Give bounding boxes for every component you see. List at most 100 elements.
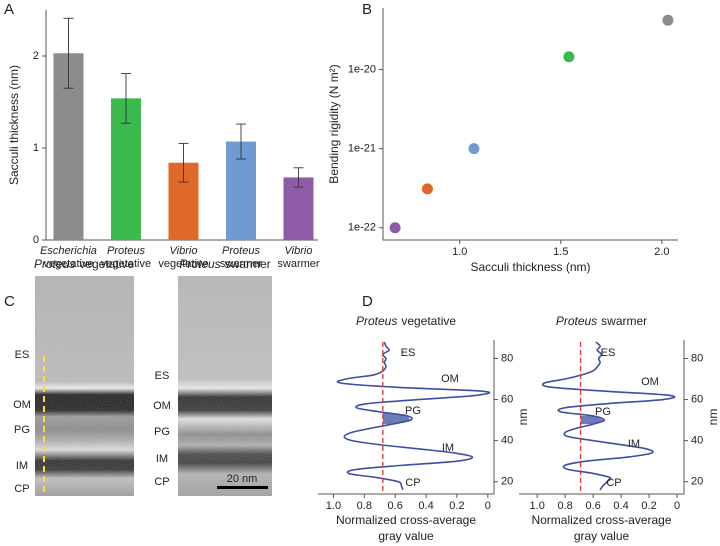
panel-label: A [4, 1, 14, 18]
annotation: OM [441, 373, 459, 385]
x-axis-label: gray value [574, 529, 630, 543]
x-tick-label: 0.4 [418, 500, 433, 512]
x-tick-label: swarmer [220, 258, 263, 270]
chart-title: Proteus vegetative [356, 314, 456, 328]
micrograph-vegetative: Proteus vegetative ES OM PG IM CP [13, 257, 134, 496]
annotation: CP [405, 477, 420, 489]
x-tick-label: 0.8 [357, 500, 372, 512]
bar [283, 177, 314, 240]
layer-label: IM [156, 453, 168, 465]
genus: Proteus [356, 314, 397, 328]
y-axis-label: nm [516, 409, 530, 426]
annotation: PG [405, 405, 421, 417]
x-tick-label: 1.0 [452, 246, 467, 258]
x-tick-label: 0.6 [585, 500, 600, 512]
annotation: IM [442, 442, 454, 454]
layer-label: OM [153, 400, 171, 412]
x-tick-label: 1.0 [326, 500, 341, 512]
x-tick-label: 0.2 [449, 500, 464, 512]
x-tick-label: 0.4 [613, 500, 628, 512]
genus: Proteus [179, 257, 220, 271]
y-tick-label: 1e-22 [348, 222, 376, 234]
genus: Proteus [556, 314, 597, 328]
form: swarmer [225, 257, 271, 271]
x-tick-label: Proteus [107, 245, 145, 257]
x-axis-label: gray value [378, 529, 434, 543]
axis [519, 340, 685, 495]
form: vegetative [401, 314, 456, 328]
y-tick-label: 20 [501, 476, 513, 488]
error-bar [293, 167, 304, 188]
error-bar [63, 17, 74, 89]
error-bar [178, 142, 189, 183]
y-tick-label: 1e-20 [348, 63, 376, 75]
layer-label: CP [154, 476, 169, 488]
y-tick-label: 80 [691, 352, 703, 364]
layer-label: OM [13, 399, 31, 411]
panel-label: B [362, 1, 372, 18]
y-tick-label: 60 [501, 393, 513, 405]
micrograph-swarmer: Proteus swarmer ES OM PG IM CP 20 nm [153, 257, 272, 496]
x-tick-label: 2.0 [654, 246, 669, 258]
point [468, 143, 480, 155]
x-tick-label: vegetative [43, 258, 93, 270]
layer-label: PG [154, 426, 170, 438]
layer-label: PG [14, 424, 30, 436]
x-tick-label: swarmer [277, 258, 320, 270]
annotation: ES [601, 347, 616, 359]
x-tick-label: 0 [674, 500, 680, 512]
layer-label: CP [14, 483, 29, 495]
point [389, 222, 401, 234]
form: swarmer [601, 314, 647, 328]
x-tick-label: Escherichia [40, 245, 97, 257]
annotation: ES [401, 347, 416, 359]
x-tick-label: Proteus [222, 245, 260, 257]
y-axis-label: Bending rigidity (N m²) [327, 64, 341, 183]
x-tick-label: Vibrio [170, 245, 198, 257]
x-tick-label: 1.5 [553, 246, 568, 258]
annotation: PG [595, 406, 611, 418]
x-tick-label: 0.2 [641, 500, 656, 512]
micrograph-noise [35, 276, 134, 496]
micrograph-title: Proteus vegetative [34, 257, 134, 271]
scale-bar-label: 20 nm [227, 473, 258, 485]
layer-label: IM [16, 460, 28, 472]
chart-title: Proteus swarmer [556, 314, 647, 328]
annotation: IM [628, 438, 640, 450]
x-axis-label: Normalized cross-average [531, 513, 671, 527]
x-tick-label: vegetative [101, 258, 151, 270]
axis [318, 340, 495, 495]
layer-label: ES [155, 370, 170, 382]
error-bar [236, 123, 246, 160]
axis [382, 8, 678, 241]
micrograph-noise [178, 276, 272, 496]
form: vegetative [79, 257, 134, 271]
y-tick-label: 1e-21 [348, 143, 376, 155]
y-tick-label: 80 [501, 352, 513, 364]
x-axis-label: Sacculi thickness (nm) [470, 260, 590, 274]
y-axis-label: nm [706, 409, 720, 426]
y-tick-label: 40 [501, 435, 513, 447]
x-tick-label: 0.8 [557, 500, 572, 512]
micrograph-title: Proteus swarmer [179, 257, 270, 271]
point [421, 183, 433, 195]
panel-label: D [362, 293, 373, 310]
x-axis-label: Normalized cross-average [336, 513, 476, 527]
x-tick-label: 0 [485, 500, 491, 512]
y-tick-label: 1 [33, 142, 39, 154]
point [563, 51, 575, 63]
y-tick-label: 0 [33, 234, 39, 246]
error-bar [121, 73, 131, 124]
y-tick-label: 60 [691, 393, 703, 405]
profile-line [541, 341, 676, 491]
panel-label: C [4, 293, 15, 310]
y-tick-label: 2 [33, 50, 39, 62]
y-tick-label: 20 [691, 476, 703, 488]
x-tick-label: Vibrio [285, 245, 313, 257]
layer-label: ES [15, 349, 30, 361]
annotation: OM [641, 376, 659, 388]
x-tick-label: vegetative [158, 258, 208, 270]
annotation: CP [606, 477, 621, 489]
